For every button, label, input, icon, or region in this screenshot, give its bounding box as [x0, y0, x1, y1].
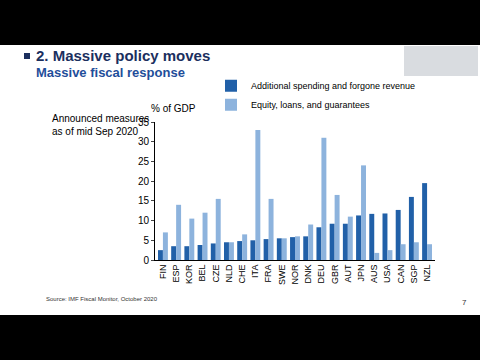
svg-text:10: 10	[138, 215, 150, 226]
svg-text:GBR: GBR	[330, 264, 340, 284]
svg-text:15: 15	[138, 195, 150, 206]
svg-text:FIN: FIN	[158, 265, 168, 280]
svg-text:CAN: CAN	[396, 265, 406, 284]
html-text:Announced measures as of mid S: Announced measures as of mid Sep 2020	[52, 113, 150, 137]
svg-text:SWE: SWE	[277, 265, 287, 286]
svg-text:NLD: NLD	[224, 264, 234, 283]
svg-text:Equity, loans, and guarantees: Equity, loans, and guarantees	[251, 100, 370, 110]
svg-text:USA: USA	[382, 265, 392, 284]
svg-text:ESP: ESP	[171, 265, 181, 283]
svg-text:DEU: DEU	[316, 265, 326, 284]
html-text:7: 7	[462, 298, 467, 307]
svg-text:SGP: SGP	[409, 265, 419, 284]
svg-text:AUT: AUT	[343, 264, 353, 283]
svg-text:25: 25	[138, 156, 150, 167]
svg-text:ITA: ITA	[250, 265, 260, 278]
svg-text:BEL: BEL	[197, 265, 207, 282]
svg-text:20: 20	[138, 176, 150, 187]
svg-text:FRA: FRA	[264, 265, 274, 283]
svg-text:KOR: KOR	[184, 264, 194, 284]
svg-text:DNK: DNK	[303, 265, 313, 284]
svg-text:5: 5	[143, 235, 149, 246]
svg-text:AUS: AUS	[369, 265, 379, 284]
svg-text:JPN: JPN	[356, 265, 366, 282]
svg-text:CZE: CZE	[211, 265, 221, 283]
svg-text:CHE: CHE	[237, 265, 247, 284]
svg-text:NZL: NZL	[422, 265, 432, 282]
svg-text:% of GDP: % of GDP	[151, 103, 196, 114]
html-text:Massive fiscal response: Massive fiscal response	[36, 65, 185, 80]
svg-text:Additional spending and forgon: Additional spending and forgone revenue	[251, 81, 415, 91]
svg-text:30: 30	[138, 136, 150, 147]
html-text:2. Massive policy moves: 2. Massive policy moves	[36, 47, 211, 64]
html-text:Source: IMF Fiscal Monitor, Oc: Source: IMF Fiscal Monitor, October 2020	[46, 296, 157, 302]
svg-text:0: 0	[143, 255, 149, 266]
svg-text:NOR: NOR	[290, 264, 300, 285]
